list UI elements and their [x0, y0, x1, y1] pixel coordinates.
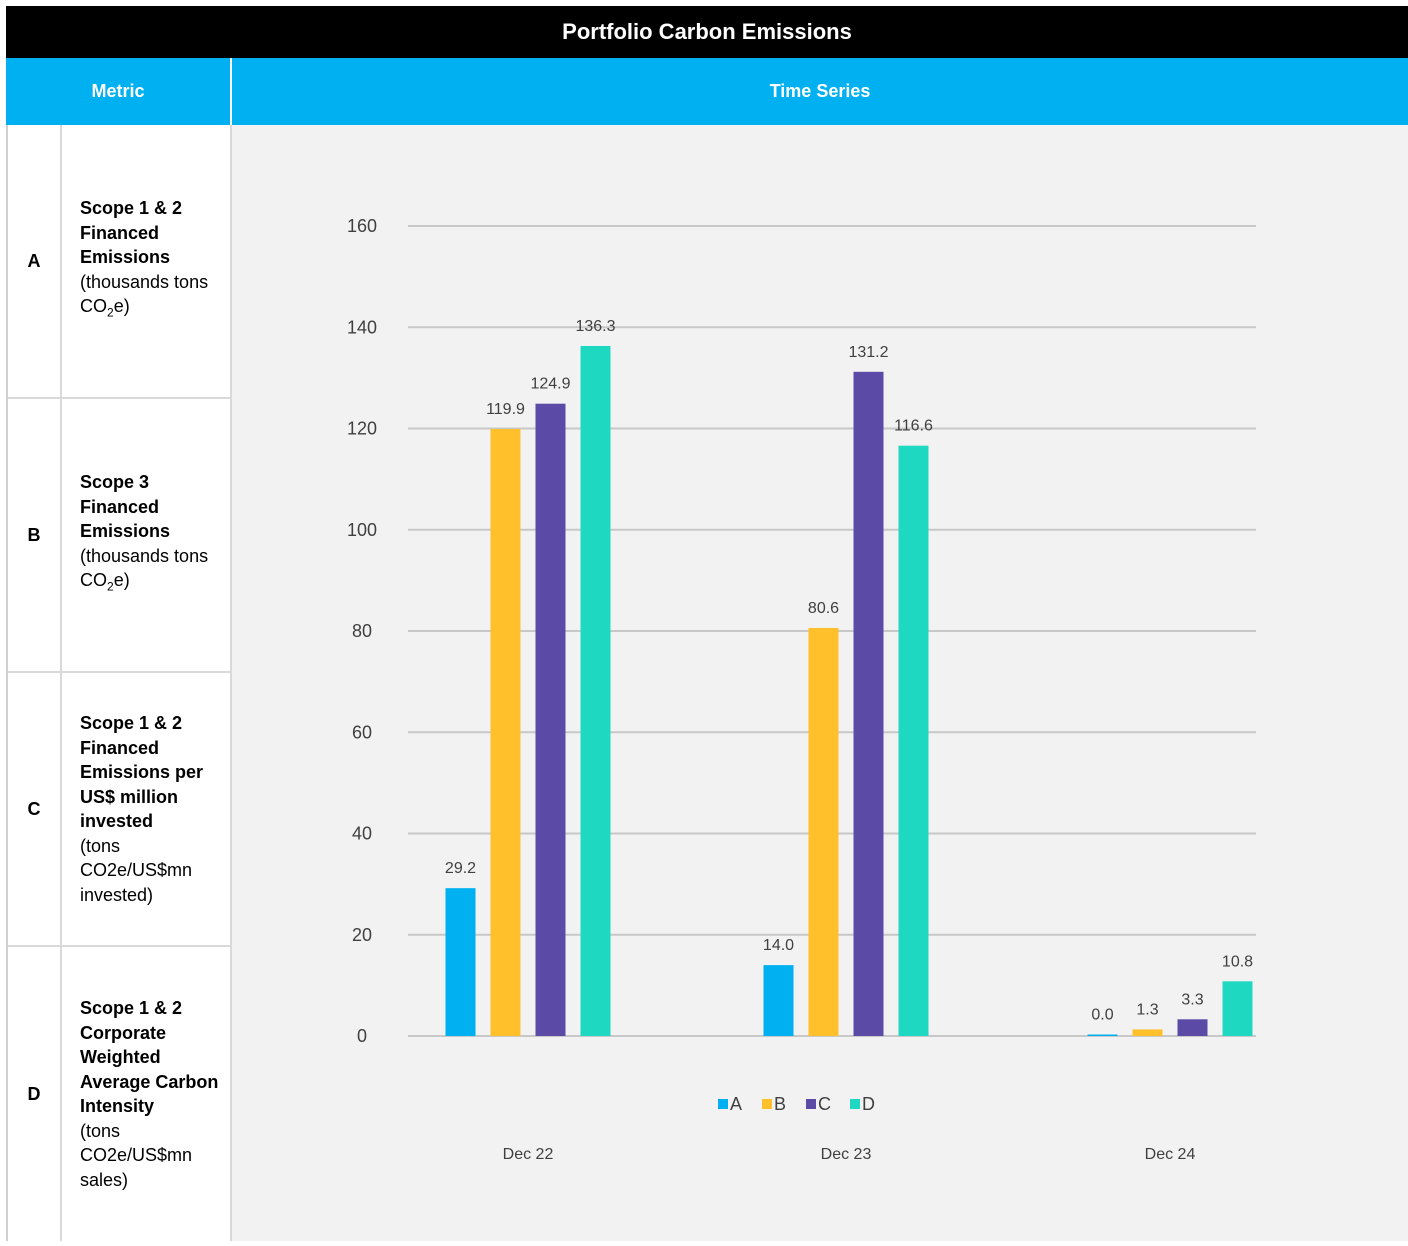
- legend-label: C: [818, 1094, 831, 1114]
- column-divider: [230, 125, 232, 1241]
- metric-description: Scope 3 Financed Emissions (thousands to…: [80, 399, 224, 671]
- time-series-chart: 0 20 40 60 80 100 120 140 160 29.2 14.0 0.0 119.9 80.…: [232, 125, 1408, 1241]
- metric-description: Scope 1 & 2 Financed Emissions per US$ m…: [80, 673, 224, 945]
- table-title: Portfolio Carbon Emissions: [6, 6, 1408, 58]
- bar-b: [1132, 1029, 1163, 1036]
- data-label: 0.0: [1091, 1007, 1113, 1024]
- bar-b: [490, 429, 521, 1037]
- metric-letter: B: [8, 399, 62, 671]
- bar-d: [898, 445, 929, 1036]
- data-label: 116.6: [894, 418, 933, 435]
- bar-d: [580, 345, 611, 1036]
- data-label: 3.3: [1181, 991, 1203, 1008]
- metric-name: Scope 1 & 2 Corporate Weighted Average C…: [80, 998, 219, 1116]
- bar-a: [763, 965, 794, 1036]
- bar-d: [1222, 981, 1253, 1036]
- x-category-label: Dec 24: [1145, 1146, 1196, 1163]
- metric-unit: (tons CO2e/US$mn sales): [80, 1120, 193, 1190]
- metric-description: Scope 1 & 2 Corporate Weighted Average C…: [80, 947, 224, 1241]
- y-tick-label: 100: [347, 520, 377, 540]
- data-label: 29.2: [445, 860, 476, 877]
- legend-swatch-c: [806, 1099, 816, 1109]
- y-tick-label: 0: [357, 1026, 367, 1046]
- legend-label: B: [774, 1094, 786, 1114]
- legend-label: A: [730, 1094, 742, 1114]
- y-tick-label: 160: [347, 216, 377, 236]
- bar-b: [808, 627, 839, 1036]
- metric-description: Scope 1 & 2 Financed Emissions (thousand…: [80, 125, 224, 397]
- legend-swatch-b: [762, 1099, 772, 1109]
- bar-a: [1087, 1034, 1118, 1036]
- metric-row-d: D Scope 1 & 2 Corporate Weighted Average…: [8, 947, 232, 1241]
- data-label: 1.3: [1136, 1001, 1158, 1018]
- carbon-emissions-table: Portfolio Carbon Emissions Metric Time S…: [6, 6, 1408, 1241]
- data-label: 131.2: [848, 344, 888, 361]
- metric-name: Scope 1 & 2 Financed Emissions: [80, 198, 183, 268]
- header-metric: Metric: [6, 58, 232, 125]
- metric-name: Scope 3 Financed Emissions: [80, 472, 171, 542]
- bar-c: [535, 403, 566, 1037]
- metric-letter: D: [8, 947, 62, 1241]
- metric-letter: C: [8, 673, 62, 945]
- metric-unit: (tons CO2e/US$mn invested): [80, 835, 193, 905]
- metric-name: Scope 1 & 2 Financed Emissions per US$ m…: [80, 713, 204, 831]
- header-time-series: Time Series: [769, 81, 871, 101]
- y-tick-label: 140: [347, 317, 377, 337]
- metric-unit: (thousands tons CO2e): [80, 545, 209, 595]
- y-tick-label: 40: [352, 824, 372, 844]
- metric-unit: (thousands tons CO2e): [80, 271, 209, 321]
- legend-label: D: [862, 1094, 875, 1114]
- x-category-label: Dec 22: [503, 1146, 554, 1163]
- bar-chart: 0 20 40 60 80 100 120 140 160 29.2 14.0 0.0 119.9 80.…: [347, 216, 1256, 1163]
- bar-c: [1177, 1019, 1208, 1036]
- metric-letter: A: [8, 125, 62, 397]
- y-tick-label: 80: [352, 621, 372, 641]
- data-label: 80.6: [808, 600, 839, 617]
- y-tick-label: 120: [347, 419, 377, 439]
- legend-swatch-d: [850, 1099, 860, 1109]
- legend-swatch-a: [718, 1099, 728, 1109]
- header-row: Metric Time Series: [6, 58, 1408, 127]
- data-label: 10.8: [1222, 953, 1253, 970]
- y-tick-label: 60: [352, 722, 372, 742]
- bar-c: [853, 371, 884, 1036]
- metric-row-a: A Scope 1 & 2 Financed Emissions (thousa…: [8, 125, 232, 399]
- metric-row-c: C Scope 1 & 2 Financed Emissions per US$…: [8, 673, 232, 947]
- x-category-label: Dec 23: [821, 1146, 872, 1163]
- metric-row-b: B Scope 3 Financed Emissions (thousands …: [8, 399, 232, 673]
- data-label: 119.9: [486, 401, 525, 418]
- metrics-column: A Scope 1 & 2 Financed Emissions (thousa…: [6, 125, 234, 1241]
- data-label: 124.9: [530, 376, 570, 393]
- bar-a: [445, 888, 476, 1036]
- data-label: 136.3: [575, 318, 615, 335]
- data-label: 14.0: [763, 937, 794, 954]
- y-tick-label: 20: [352, 925, 372, 945]
